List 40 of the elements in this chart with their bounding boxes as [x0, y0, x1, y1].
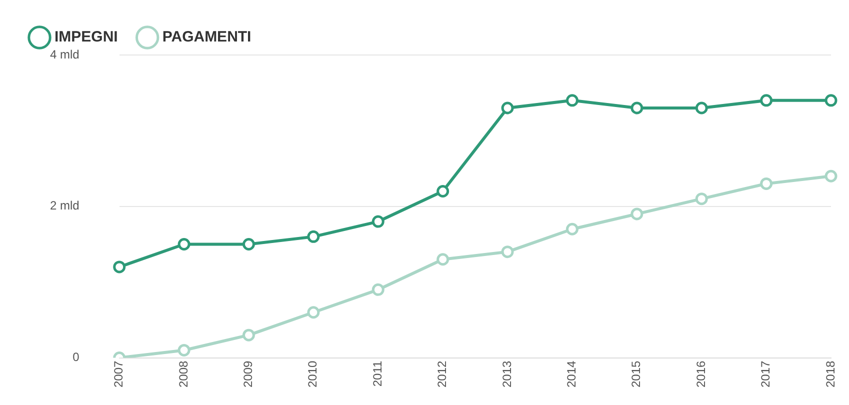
- point: [242, 328, 255, 342]
- point: [307, 306, 320, 319]
- x-tick-label: 2014: [564, 360, 579, 388]
- legend-label: IMPEGNI: [54, 28, 118, 46]
- point: [501, 102, 514, 114]
- x-tick-label: 2017: [758, 360, 773, 388]
- point: [824, 94, 838, 107]
- x-tick-label: 2016: [694, 360, 708, 388]
- point: [178, 344, 190, 356]
- point: [630, 102, 644, 114]
- point: [695, 102, 708, 114]
- x-tick-label: 2015: [629, 360, 644, 388]
- x-tick-label: 2018: [823, 360, 838, 388]
- point: [760, 94, 773, 107]
- point: [630, 208, 644, 220]
- legend-label: PAGAMENTI: [162, 28, 252, 46]
- x-tick-label: 2008: [176, 360, 190, 388]
- point: [372, 215, 384, 228]
- x-tick-label: 2007: [112, 360, 126, 388]
- x-tick-label: 2012: [435, 360, 450, 388]
- point: [760, 177, 773, 190]
- point: [501, 246, 514, 258]
- point: [436, 253, 450, 266]
- x-tick-label: 2013: [500, 360, 514, 388]
- point: [307, 230, 320, 243]
- y-tick-label: 4 mld: [50, 47, 80, 62]
- point: [566, 222, 578, 236]
- point: [178, 238, 190, 250]
- point: [113, 260, 126, 274]
- point: [436, 185, 450, 198]
- point: [566, 94, 578, 107]
- point: [824, 170, 838, 182]
- point: [695, 192, 708, 206]
- y-tick-label: 0: [72, 350, 80, 364]
- x-tick-label: 2010: [306, 360, 320, 388]
- y-tick-label: 2 mld: [50, 198, 80, 213]
- x-tick-label: 2011: [370, 360, 384, 387]
- x-tick-label: 2009: [241, 360, 256, 388]
- point: [372, 283, 384, 296]
- point: [242, 238, 255, 250]
